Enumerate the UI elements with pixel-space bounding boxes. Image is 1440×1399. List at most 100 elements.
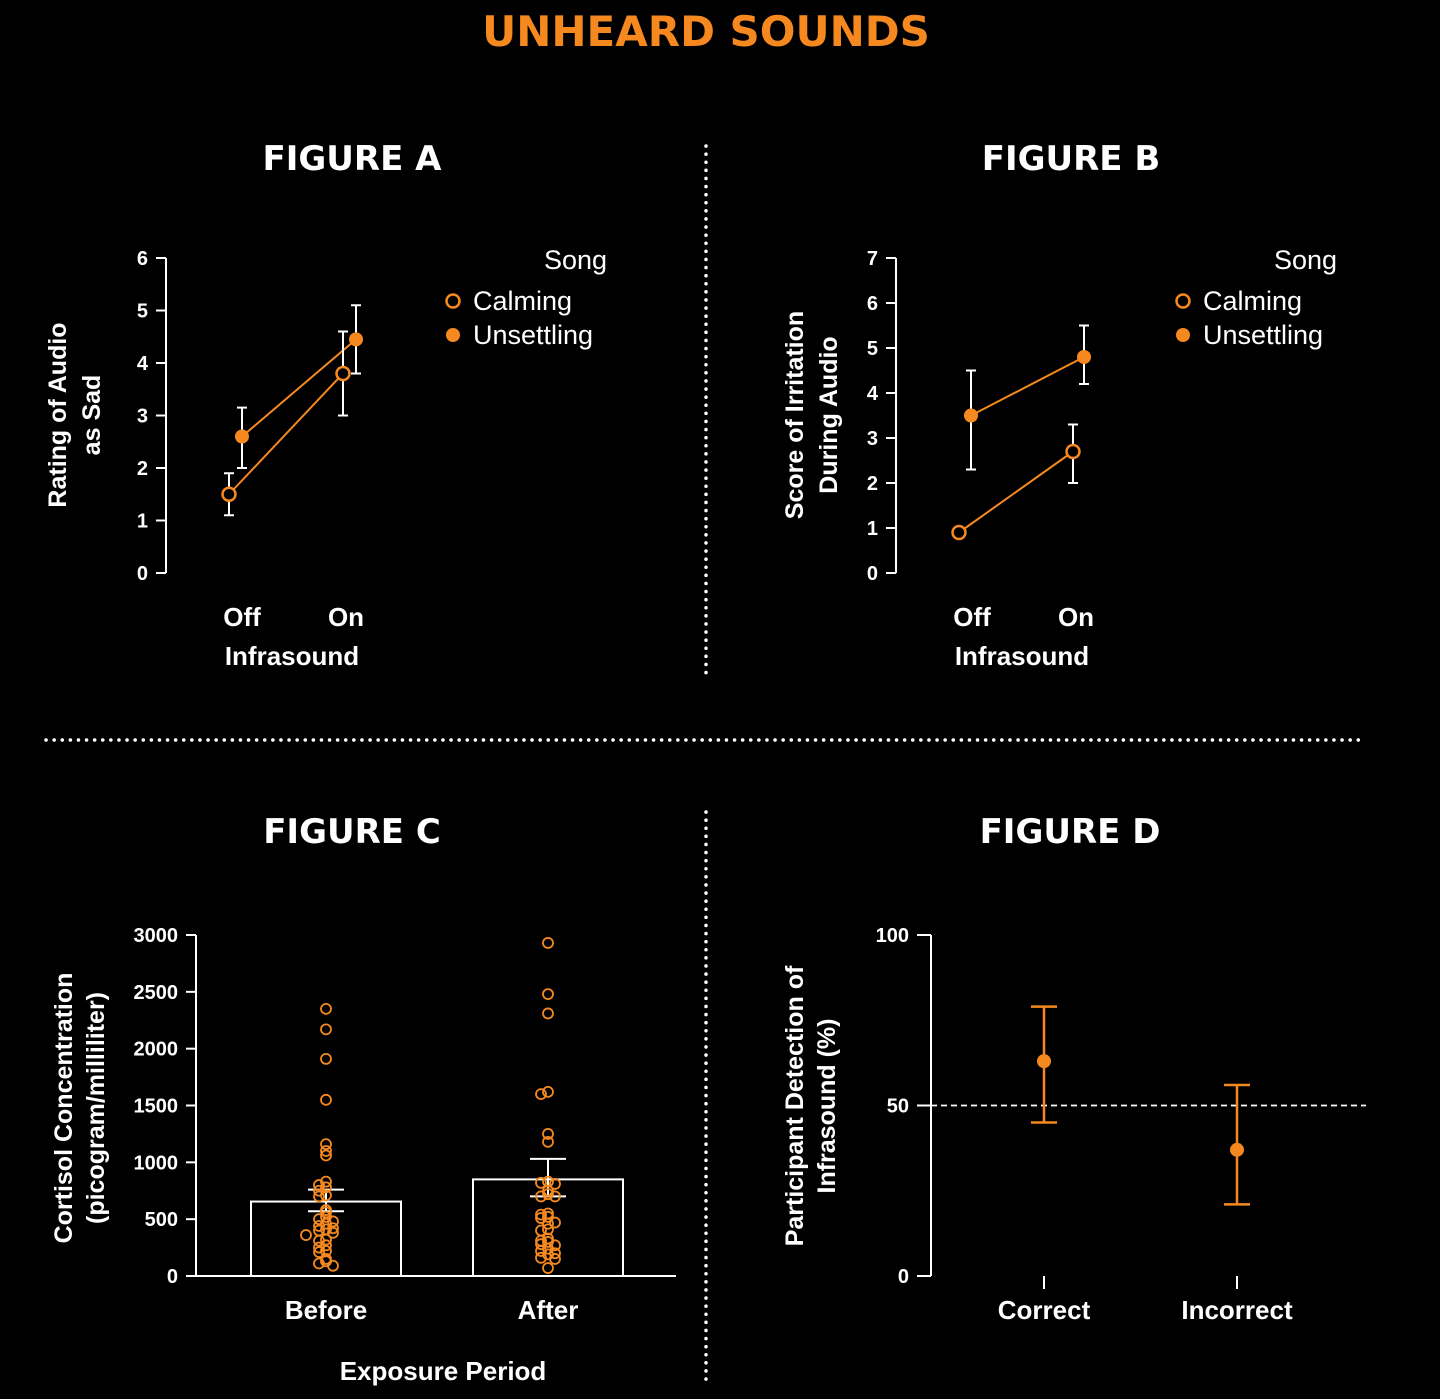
data-point-before xyxy=(327,1222,339,1235)
data-point-after xyxy=(549,1239,561,1252)
data-point-before xyxy=(313,1257,325,1270)
data-point-before xyxy=(320,1189,332,1202)
data-point-before xyxy=(320,1149,332,1162)
data-point-before xyxy=(313,1246,325,1259)
y-axis-label: During Audio xyxy=(815,336,843,493)
figure-title: FIGURE C xyxy=(263,812,441,852)
y-tick-label: 4 xyxy=(137,353,149,375)
data-point-after xyxy=(542,1188,554,1201)
data-point-before xyxy=(320,1138,332,1151)
data-point-after xyxy=(542,988,554,1001)
data-point-after xyxy=(542,1085,554,1098)
data-point-after xyxy=(542,1223,554,1236)
y-axis-label: Infrasound (%) xyxy=(813,1019,841,1194)
y-tick-label: 0 xyxy=(867,563,878,585)
y-axis-label: Participant Detection of xyxy=(781,965,809,1246)
data-point-before xyxy=(327,1259,339,1272)
data-point-correct xyxy=(1037,1054,1051,1069)
data-point-before xyxy=(313,1190,325,1203)
data-point-after xyxy=(535,1245,547,1257)
data-point-after xyxy=(542,1210,554,1223)
legend-title: Song xyxy=(1274,245,1337,275)
y-tick-label: 2500 xyxy=(134,982,179,1004)
y-tick-label: 2 xyxy=(867,473,878,495)
data-point-unsettling xyxy=(1077,350,1091,364)
y-tick-label: 2000 xyxy=(134,1039,179,1061)
y-tick-label: 1000 xyxy=(134,1152,179,1174)
legend-label: Unsettling xyxy=(473,320,593,350)
data-point-after xyxy=(542,1175,554,1188)
series-line-calming xyxy=(958,450,1074,534)
legend-marker-calming xyxy=(445,293,461,309)
data-point-after xyxy=(549,1247,561,1260)
data-point-after xyxy=(542,1128,554,1140)
y-tick-label: 500 xyxy=(145,1209,178,1231)
data-point-before xyxy=(313,1179,325,1191)
data-point-before xyxy=(320,1233,332,1246)
data-point-before xyxy=(300,1229,312,1241)
data-point-after xyxy=(549,1216,561,1229)
data-point-after xyxy=(542,1184,554,1197)
data-point-unsettling xyxy=(964,408,978,423)
data-point-after xyxy=(542,1007,554,1020)
data-point-after xyxy=(535,1190,547,1203)
data-point-before xyxy=(313,1220,325,1232)
x-category-label: Off xyxy=(953,602,991,632)
x-category-label: Off xyxy=(223,602,261,632)
legend-label: Calming xyxy=(1203,286,1302,316)
data-point-before xyxy=(327,1215,339,1228)
y-tick-label: 100 xyxy=(876,925,909,947)
y-tick-label: 3000 xyxy=(134,925,179,947)
data-point-before xyxy=(320,1175,332,1188)
figure-title: FIGURE B xyxy=(982,139,1161,179)
figure-a-chart: FIGURE A 0 1 2 3 4 5 6 Rating of Audio as Sad Off O… xyxy=(44,139,607,671)
data-point-after xyxy=(542,1262,554,1274)
legend-marker-calming xyxy=(1175,293,1191,309)
data-point-after xyxy=(535,1208,547,1221)
figure-c-chart: FIGURE C 0 500 1000 1500 2000 2500 3000 Cortisol… xyxy=(50,812,676,1386)
legend-marker-unsettling xyxy=(1176,328,1190,342)
data-point-before xyxy=(320,1002,332,1015)
y-tick-label: 1500 xyxy=(134,1096,179,1118)
data-point-after xyxy=(549,1178,561,1190)
y-tick-label: 1 xyxy=(137,511,148,533)
y-tick-label: 2 xyxy=(137,458,148,480)
data-point-after xyxy=(542,1236,554,1248)
data-point-before xyxy=(320,1093,332,1106)
legend-title: Song xyxy=(544,245,607,275)
y-axis-label: Rating of Audio xyxy=(44,322,72,507)
y-axis-label: Cortisol Concentration xyxy=(50,973,78,1244)
figure-title: FIGURE A xyxy=(263,139,443,179)
y-tick-label: 1 xyxy=(867,518,878,540)
data-point-before xyxy=(320,1239,332,1252)
series-line-calming xyxy=(228,372,344,495)
data-point-before xyxy=(320,1145,332,1157)
y-tick-label: 6 xyxy=(137,248,148,270)
data-point-calming xyxy=(221,486,237,502)
x-category-label: On xyxy=(328,602,364,632)
y-tick-label: 3 xyxy=(867,428,878,450)
series-line-unsettling xyxy=(970,356,1085,417)
series-line-unsettling xyxy=(241,338,357,438)
legend-label: Calming xyxy=(473,286,572,316)
x-category-label: Correct xyxy=(998,1295,1091,1325)
data-point-before xyxy=(320,1052,332,1065)
figure-b-chart: FIGURE B 0 1 2 3 4 5 6 7 Score of Irritation Durin… xyxy=(781,139,1337,671)
data-point-unsettling xyxy=(235,429,249,444)
y-axis-label: (picogram/milliliter) xyxy=(82,992,110,1224)
data-point-before xyxy=(320,1181,332,1194)
data-point-after xyxy=(549,1253,561,1265)
y-tick-label: 0 xyxy=(898,1266,909,1288)
x-category-label: On xyxy=(1058,602,1094,632)
y-tick-label: 5 xyxy=(137,301,148,323)
data-point-before xyxy=(313,1241,325,1254)
data-point-after xyxy=(542,1217,554,1230)
data-point-before xyxy=(327,1226,339,1239)
x-axis-label: Infrasound xyxy=(955,641,1089,671)
data-point-after xyxy=(535,1212,547,1224)
x-category-label: After xyxy=(518,1295,579,1325)
x-axis-label: Exposure Period xyxy=(340,1356,547,1386)
data-point-after xyxy=(542,1135,554,1148)
y-tick-label: 6 xyxy=(867,293,878,315)
y-axis-label: Score of Irritation xyxy=(781,311,809,519)
